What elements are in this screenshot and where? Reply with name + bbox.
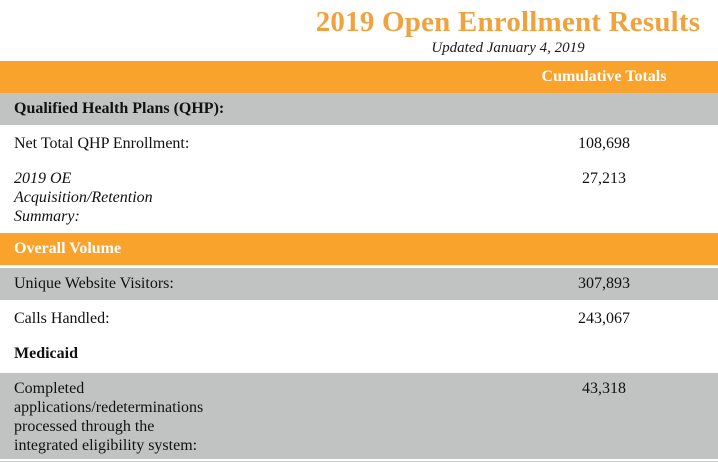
- table-row: Net Total QHP Enrollment: 108,698: [0, 128, 718, 160]
- report-header: 2019 Open Enrollment Results Updated Jan…: [300, 0, 716, 57]
- page-title: 2019 Open Enrollment Results: [315, 6, 701, 38]
- results-table: Cumulative Totals Qualified Health Plans…: [0, 61, 718, 462]
- row-value: 43,318: [582, 380, 626, 397]
- table-body: Qualified Health Plans (QHP): Net Total Q…: [0, 93, 718, 459]
- table-header-row: Cumulative Totals: [0, 61, 718, 93]
- row-label: Medicaid: [14, 345, 78, 362]
- row-label: Calls Handled:: [14, 310, 110, 327]
- row-label: Overall Volume: [14, 240, 122, 257]
- table-row: Overall Volume: [0, 233, 718, 265]
- row-label: Qualified Health Plans (QHP):: [14, 100, 225, 117]
- table-row: Qualified Health Plans (QHP):: [0, 93, 718, 125]
- row-label: Net Total QHP Enrollment:: [14, 135, 190, 152]
- value-column-header: Cumulative Totals: [541, 68, 667, 85]
- table-row: Medicaid: [0, 338, 718, 370]
- row-label: 2019 OE Acquisition/Retention Summary:: [14, 170, 153, 225]
- row-value: 243,067: [578, 310, 630, 327]
- table-row: Completed applications/redeterminations …: [0, 373, 718, 459]
- row-label: Completed applications/redeterminations …: [14, 380, 204, 454]
- table-row: Calls Handled: 243,067: [0, 303, 718, 335]
- label-column-header: [0, 61, 470, 71]
- page-subtitle: Updated January 4, 2019: [431, 40, 585, 56]
- row-value: 307,893: [578, 275, 630, 292]
- row-value: 27,213: [582, 170, 626, 187]
- table-row: Unique Website Visitors: 307,893: [0, 268, 718, 300]
- row-value: 108,698: [578, 135, 630, 152]
- table-row: 2019 OE Acquisition/Retention Summary: 27…: [0, 163, 718, 230]
- row-label: Unique Website Visitors:: [14, 275, 174, 292]
